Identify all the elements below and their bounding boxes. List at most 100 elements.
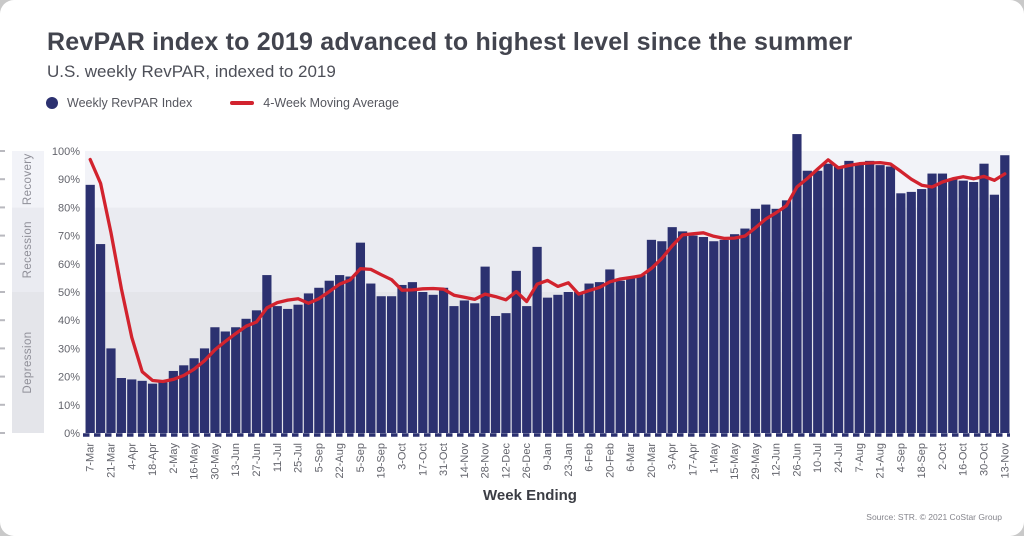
x-tick-label: 3-Oct — [396, 443, 408, 470]
y-tick-label: 50% — [58, 287, 80, 299]
x-tick-label: 4-Apr — [126, 443, 138, 470]
y-tick-label: 30% — [58, 343, 80, 355]
edge-tick — [0, 347, 5, 350]
revpar-bar — [345, 276, 355, 433]
revpar-bar — [698, 237, 708, 433]
x-tick-label: 4-Sep — [895, 443, 907, 472]
y-tick-label: 90% — [58, 174, 80, 186]
edge-tick — [0, 291, 5, 293]
x-tick-label: 5-Sep — [313, 443, 325, 472]
y-tick-label: 60% — [58, 259, 80, 271]
band-recovery — [12, 151, 44, 208]
revpar-bar — [740, 228, 750, 433]
x-tick-label: 20-Feb — [604, 443, 616, 478]
x-tick-label: 12-Jun — [771, 443, 783, 477]
chart-title: RevPAR index to 2019 advanced to highest… — [47, 28, 853, 56]
revpar-bar — [657, 241, 667, 433]
revpar-bar — [324, 280, 334, 433]
band-label-recession: Recession — [22, 221, 34, 278]
revpar-bar — [210, 327, 220, 433]
x-tick-label: 17-Oct — [417, 443, 429, 476]
revpar-bar — [875, 165, 885, 433]
revpar-bar — [407, 282, 417, 433]
revpar-bar — [792, 134, 802, 433]
revpar-bar — [262, 275, 272, 433]
x-tick-label: 19-Sep — [376, 443, 388, 478]
source-credit: Source: STR. © 2021 CoStar Group — [866, 512, 1002, 522]
revpar-bar — [823, 163, 833, 433]
revpar-bar — [366, 283, 376, 433]
revpar-bar — [220, 331, 230, 433]
revpar-bar — [584, 283, 594, 433]
y-tick-label: 40% — [58, 315, 80, 327]
y-tick-label: 20% — [58, 372, 80, 384]
revpar-bar — [355, 242, 366, 433]
x-tick-label: 2-Oct — [937, 443, 949, 470]
revpar-bar — [844, 160, 854, 433]
x-tick-label: 25-Jul — [293, 443, 305, 473]
legend: Weekly RevPAR Index 4-Week Moving Averag… — [46, 96, 399, 110]
x-tick-label: 26-Dec — [521, 443, 533, 479]
revpar-bar — [272, 306, 282, 433]
y-tick-label: 70% — [58, 231, 80, 243]
revpar-bar — [615, 280, 625, 433]
revpar-bar — [574, 292, 584, 433]
edge-ticks — [0, 150, 5, 434]
y-tick-label: 10% — [58, 400, 80, 412]
revpar-bar — [948, 179, 958, 433]
x-tick-label: 27-Jun — [251, 443, 263, 477]
revpar-bar — [501, 313, 511, 433]
revpar-bar — [896, 193, 906, 433]
revpar-bar — [979, 163, 989, 433]
x-tick-label: 24-Jul — [833, 443, 845, 473]
revpar-bar — [917, 189, 927, 433]
x-tick-label: 22-Aug — [334, 443, 346, 478]
revpar-bar — [189, 358, 199, 433]
edge-tick — [0, 262, 5, 265]
line-series-dash-icon — [230, 101, 255, 105]
revpar-bar — [293, 304, 303, 433]
x-tick-label: 23-Jan — [563, 443, 575, 477]
revpar-bar — [116, 378, 126, 433]
bar-series-dot-icon — [46, 97, 58, 109]
edge-tick — [0, 178, 5, 181]
edge-tick — [0, 375, 5, 378]
x-tick-label: 20-Mar — [646, 443, 658, 478]
revpar-bar — [813, 170, 823, 434]
revpar-bar — [750, 208, 760, 433]
edge-tick — [0, 319, 5, 322]
revpar-bar — [781, 200, 792, 433]
revpar-bar — [418, 292, 428, 433]
revpar-bar — [251, 310, 262, 433]
x-tick-label: 1-May — [708, 443, 720, 474]
x-tick-label: 28-Nov — [480, 443, 492, 479]
x-tick-label: 6-Mar — [625, 443, 637, 472]
x-tick-label: 5-Sep — [355, 443, 367, 472]
band-label-recovery: Recovery — [22, 153, 34, 205]
x-tick-label: 10-Jul — [812, 443, 824, 473]
revpar-bar — [906, 191, 916, 433]
y-tick-label: 100% — [52, 146, 80, 158]
edge-tick — [0, 150, 5, 152]
revpar-bar — [563, 292, 573, 433]
x-tick-label: 2-May — [168, 443, 180, 474]
revpar-bar — [626, 277, 636, 433]
revpar-bar — [303, 293, 314, 433]
revpar-bar — [636, 275, 646, 433]
moving-average-line — [88, 157, 1007, 384]
revpar-bar — [688, 235, 698, 433]
revpar-bar — [969, 182, 979, 433]
edge-tick — [0, 432, 5, 434]
legend-item-bars: Weekly RevPAR Index — [46, 96, 192, 110]
x-tick-label: 18-Apr — [147, 443, 159, 476]
revpar-bar — [709, 241, 719, 433]
legend-label-bars: Weekly RevPAR Index — [67, 96, 193, 110]
revpar-bar — [605, 269, 615, 433]
revpar-bar — [428, 294, 438, 433]
chart-subtitle: U.S. weekly RevPAR, indexed to 2019 — [47, 62, 336, 81]
revpar-bar — [927, 173, 937, 433]
x-tick-label: 16-May — [189, 443, 201, 480]
x-tick-label: 9-Jan — [542, 443, 554, 471]
revpar-bar — [865, 160, 875, 433]
